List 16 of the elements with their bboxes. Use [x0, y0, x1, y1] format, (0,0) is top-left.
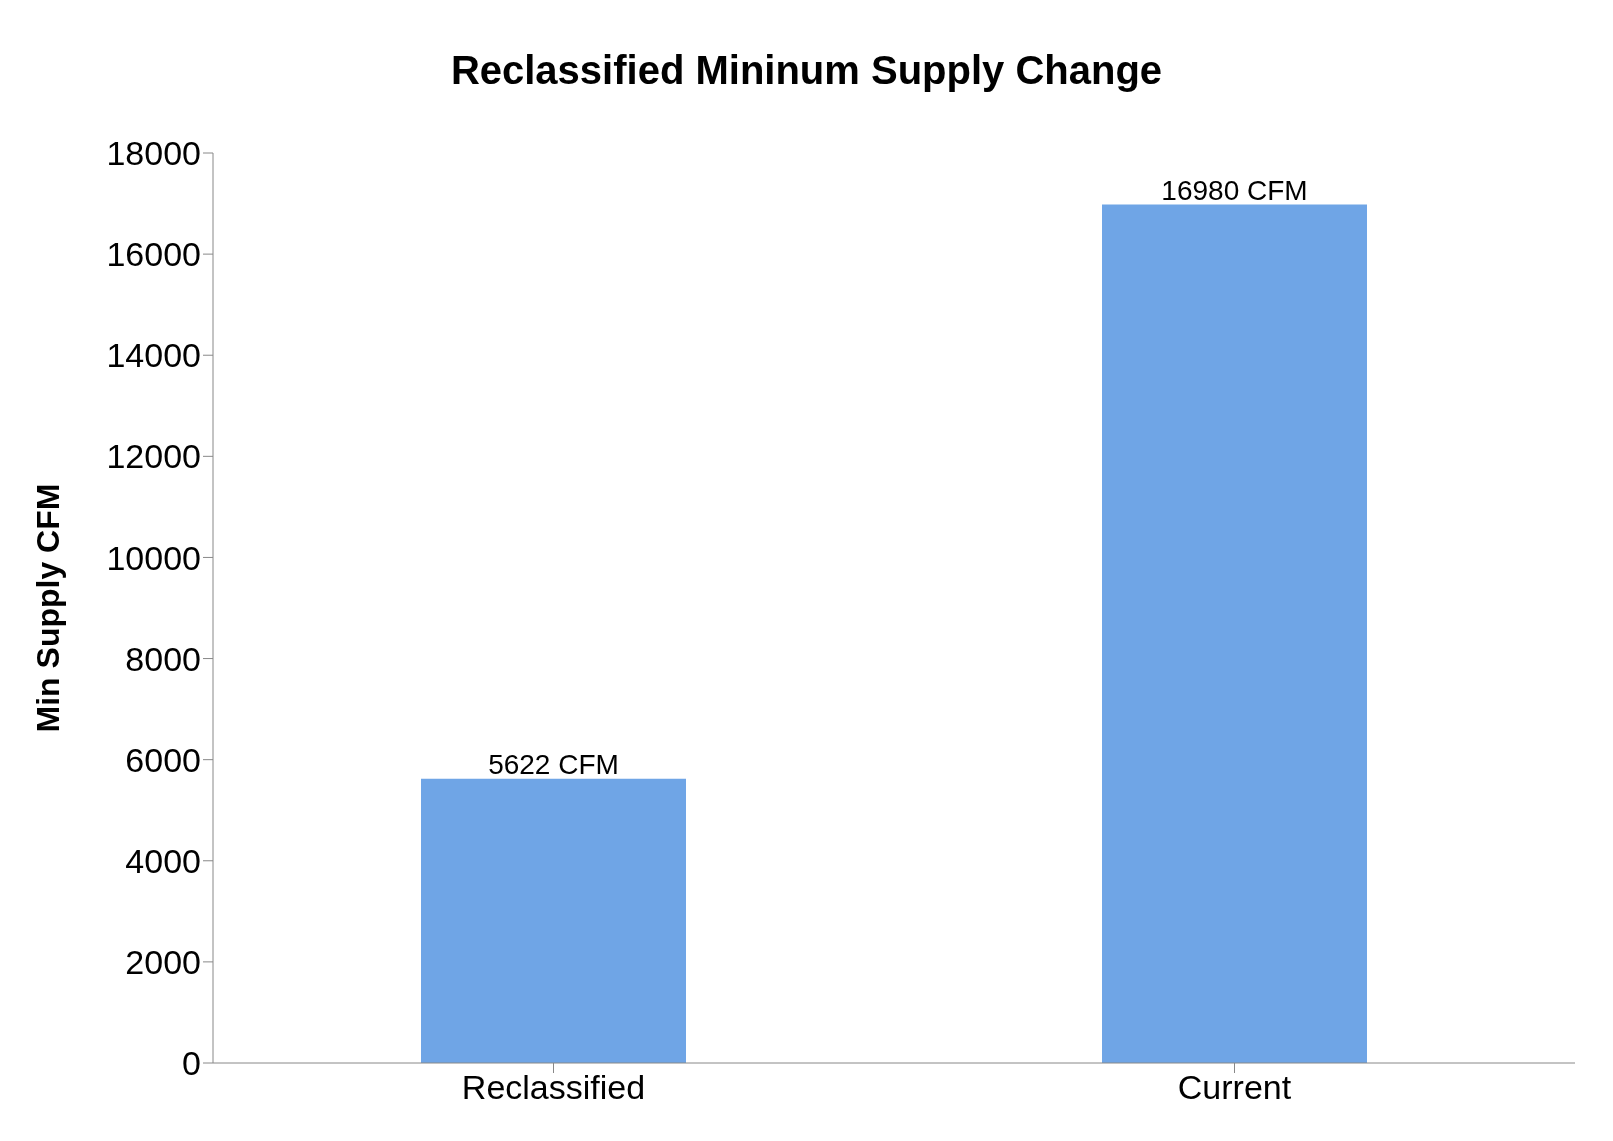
y-tick-label: 18000: [106, 134, 201, 173]
data-label: 5622 CFM: [488, 748, 619, 780]
y-tick-label: 10000: [106, 538, 201, 577]
y-tick-label: 8000: [125, 639, 201, 678]
y-tick-label: 16000: [106, 235, 201, 274]
y-tick-label: 14000: [106, 336, 201, 375]
y-axis-title: Min Supply CFM: [30, 483, 67, 733]
chart-title: Reclassified Mininum Supply Change: [449, 47, 1164, 94]
data-label: 16980 CFM: [1161, 174, 1308, 206]
x-tick-label: Reclassified: [461, 1068, 646, 1107]
y-tick-label: 2000: [125, 942, 201, 981]
y-tick-label: 4000: [125, 841, 201, 880]
y-tick-label: 0: [182, 1044, 201, 1083]
x-tick-label: Current: [1177, 1068, 1292, 1107]
y-tick-label: 12000: [106, 437, 201, 476]
y-tick-label: 6000: [125, 740, 201, 779]
